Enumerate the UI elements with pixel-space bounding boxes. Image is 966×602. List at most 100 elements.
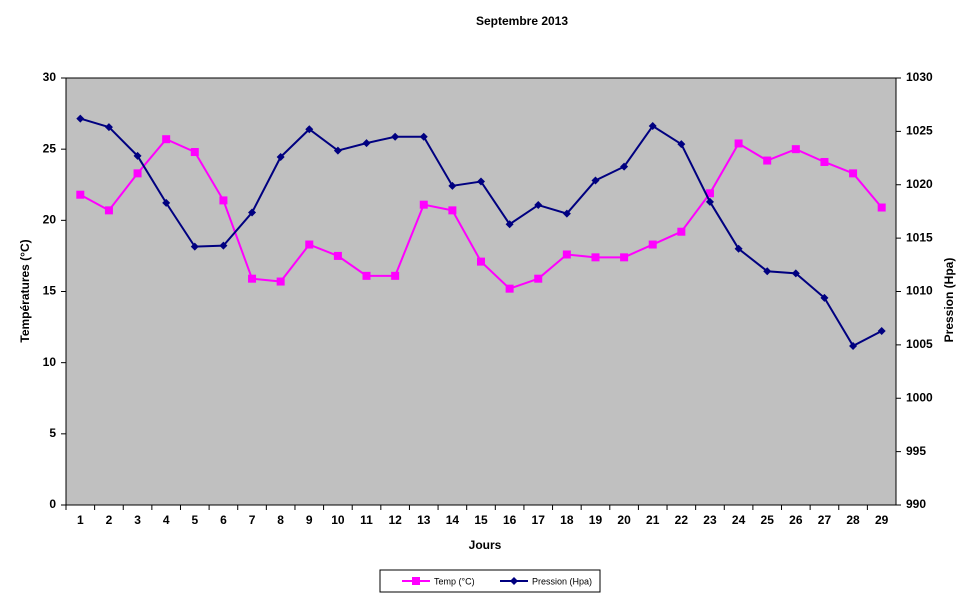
x-tick-label: 15 <box>474 513 488 527</box>
x-tick-label: 2 <box>106 513 113 527</box>
point <box>763 156 772 165</box>
point <box>677 140 686 149</box>
legend <box>379 569 601 593</box>
legend-label: Pression (Hpa) <box>532 576 592 586</box>
point <box>104 206 113 215</box>
x-tick-label: 14 <box>446 513 460 527</box>
y2-tick-label: 995 <box>906 444 926 458</box>
x-tick-label: 19 <box>589 513 603 527</box>
x-tick-label: 4 <box>163 513 170 527</box>
point <box>362 139 371 148</box>
y-tick-label: 10 <box>43 355 57 369</box>
point <box>648 240 657 249</box>
point <box>505 220 514 229</box>
x-axis-title: Jours <box>469 538 502 552</box>
point <box>648 122 657 131</box>
y2-tick-label: 1015 <box>906 230 933 244</box>
point <box>76 114 85 123</box>
point <box>820 157 829 166</box>
y2-tick-label: 1020 <box>906 177 933 191</box>
point <box>162 135 171 144</box>
y-tick-label: 30 <box>43 70 57 84</box>
y-tick-label: 25 <box>43 141 57 155</box>
y2-tick-label: 1010 <box>906 284 933 298</box>
point <box>248 208 257 217</box>
y2-tick-label: 1005 <box>906 337 933 351</box>
y-tick-label: 20 <box>43 213 57 227</box>
point <box>333 146 342 155</box>
y2-tick-label: 1030 <box>906 70 933 84</box>
point <box>276 152 285 161</box>
x-tick-label: 1 <box>77 513 84 527</box>
legend-marker <box>510 577 518 585</box>
point <box>734 139 743 148</box>
point <box>419 200 428 209</box>
y-tick-label: 0 <box>49 497 56 511</box>
x-tick-label: 16 <box>503 513 517 527</box>
y2-tick-label: 1000 <box>906 390 933 404</box>
point <box>248 274 257 283</box>
point <box>219 196 228 205</box>
point <box>104 123 113 132</box>
y-tick-label: 5 <box>49 426 56 440</box>
point <box>849 169 858 178</box>
x-tick-label: 28 <box>846 513 860 527</box>
y-tick-label: 15 <box>43 284 57 298</box>
x-tick-label: 13 <box>417 513 431 527</box>
point <box>448 206 457 215</box>
x-tick-label: 11 <box>360 513 373 527</box>
point <box>620 162 629 171</box>
point <box>391 132 400 141</box>
point <box>391 271 400 280</box>
x-tick-label: 10 <box>331 513 345 527</box>
point <box>562 209 571 218</box>
x-tick-label: 23 <box>703 513 717 527</box>
point <box>877 203 886 212</box>
chart-title: Septembre 2013 <box>476 14 568 28</box>
x-tick-label: 6 <box>220 513 227 527</box>
point <box>791 145 800 154</box>
legend-label: Temp (°C) <box>434 576 475 586</box>
x-tick-label: 25 <box>761 513 775 527</box>
point <box>849 341 858 350</box>
point <box>534 274 543 283</box>
x-tick-label: 22 <box>675 513 689 527</box>
point <box>133 169 142 178</box>
x-tick-label: 5 <box>191 513 198 527</box>
point <box>620 253 629 262</box>
x-tick-label: 27 <box>818 513 832 527</box>
point <box>362 271 371 280</box>
y2-tick-label: 990 <box>906 497 926 511</box>
x-tick-label: 12 <box>388 513 402 527</box>
x-tick-label: 3 <box>134 513 141 527</box>
point <box>705 197 714 206</box>
point <box>305 240 314 249</box>
point <box>477 257 485 266</box>
point <box>591 176 600 185</box>
point <box>419 132 428 141</box>
point <box>190 148 199 157</box>
x-tick-label: 29 <box>875 513 889 527</box>
point <box>219 241 228 250</box>
point <box>162 198 171 207</box>
point <box>591 253 600 262</box>
point <box>763 267 772 276</box>
x-tick-label: 7 <box>249 513 256 527</box>
point <box>305 125 314 134</box>
legend-marker <box>412 577 420 585</box>
point <box>505 284 514 293</box>
x-tick-label: 9 <box>306 513 313 527</box>
x-tick-label: 8 <box>277 513 284 527</box>
point <box>76 190 85 199</box>
point <box>276 277 285 286</box>
x-tick-label: 24 <box>732 513 746 527</box>
point <box>190 242 199 251</box>
x-tick-label: 21 <box>646 513 660 527</box>
point <box>562 250 571 259</box>
y-axis-title: Températures (°C) <box>18 239 32 342</box>
point <box>791 269 800 278</box>
point <box>133 151 142 160</box>
x-tick-label: 17 <box>532 513 546 527</box>
point <box>477 177 485 186</box>
